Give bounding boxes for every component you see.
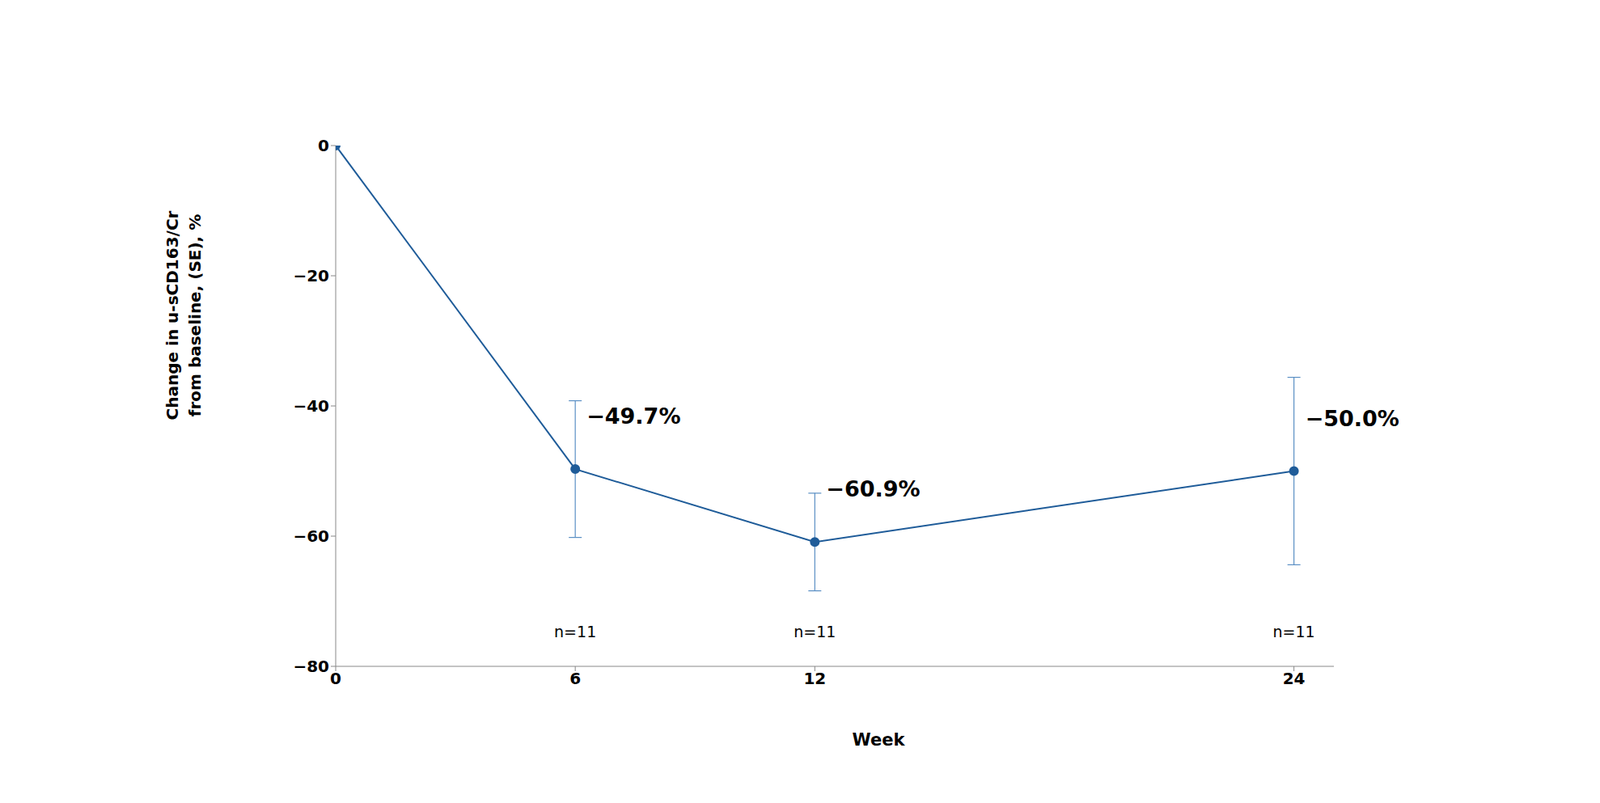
svg-text:−60: −60 [292, 526, 330, 547]
svg-text:−50.0%: −50.0% [1305, 406, 1400, 432]
svg-text:n=11: n=11 [793, 622, 836, 641]
svg-text:Change in u-sCD163/Crfrom base: Change in u-sCD163/Crfrom baseline, (SE)… [162, 210, 205, 420]
svg-text:0: 0 [317, 135, 330, 156]
svg-text:Week: Week [852, 730, 906, 750]
svg-text:−20: −20 [292, 266, 330, 286]
svg-text:n=11: n=11 [554, 622, 597, 641]
svg-text:−80: −80 [292, 656, 330, 677]
svg-text:−49.7%: −49.7% [586, 403, 681, 429]
svg-text:0: 0 [330, 668, 342, 689]
svg-text:6: 6 [569, 668, 581, 689]
svg-text:12: 12 [803, 668, 826, 689]
svg-text:24: 24 [1282, 668, 1306, 689]
svg-text:−60.9%: −60.9% [825, 476, 920, 502]
svg-text:−40: −40 [292, 396, 330, 416]
svg-text:n=11: n=11 [1273, 622, 1316, 641]
